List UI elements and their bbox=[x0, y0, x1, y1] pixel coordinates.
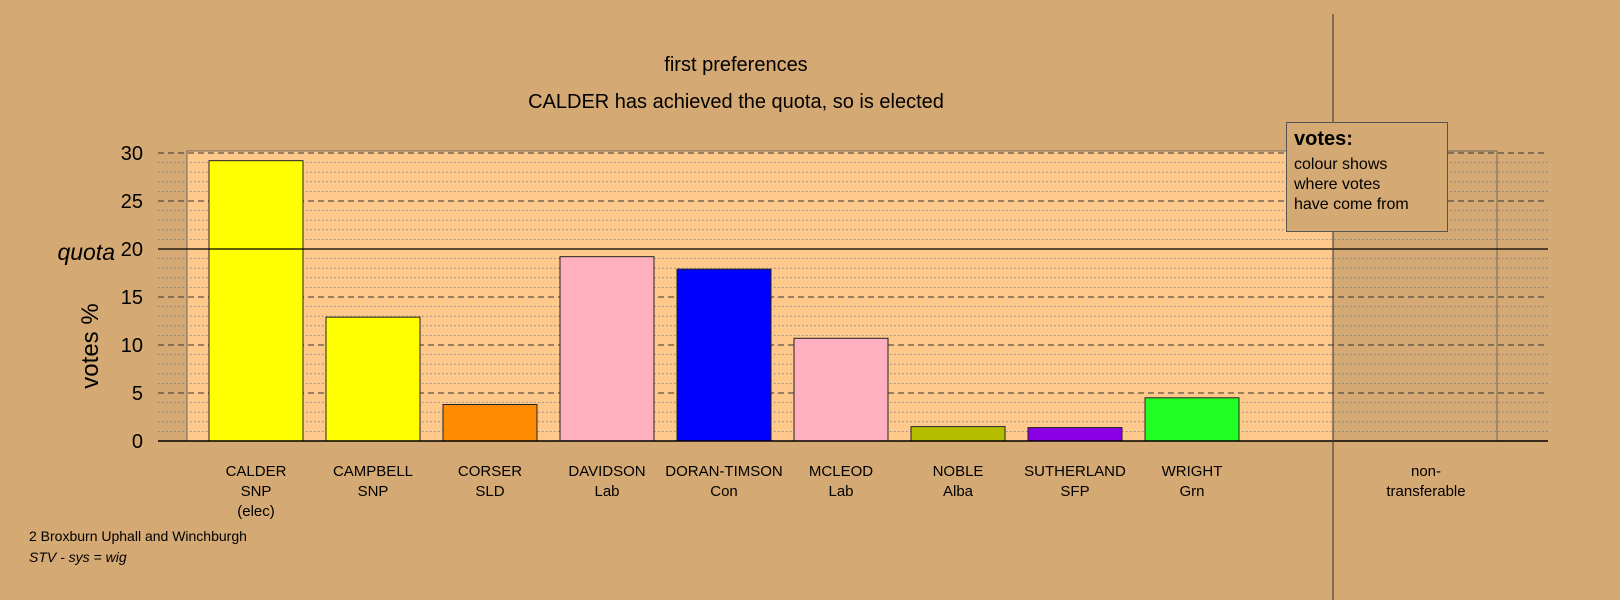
bar-campbell bbox=[325, 316, 421, 442]
bar-wright bbox=[1144, 397, 1240, 442]
legend-title: votes: bbox=[1294, 128, 1353, 150]
y-tick-label: 20 bbox=[121, 239, 143, 261]
legend-line-2: where votes bbox=[1294, 176, 1381, 193]
candidate-party-label: Lab bbox=[828, 483, 853, 500]
bar-calder bbox=[208, 160, 304, 442]
y-tick-label: 10 bbox=[121, 335, 143, 357]
chart-subtitle: CALDER has achieved the quota, so is ele… bbox=[528, 91, 944, 113]
candidate-name-label: CALDER bbox=[226, 463, 287, 480]
bar-mcleod bbox=[793, 337, 889, 442]
plot-area: 0 5 10 15 20 25 30 CALDER SNP (elec) CAMPBELL SNP CO… bbox=[121, 14, 1548, 600]
bar-sutherland bbox=[1027, 427, 1123, 442]
candidate-party-label: SFP bbox=[1060, 483, 1089, 500]
constituency-label: 2 Broxburn Uphall and Winchburgh bbox=[29, 528, 247, 544]
candidate-name-label: CORSER bbox=[458, 463, 522, 480]
y-axis-label: votes % bbox=[77, 303, 104, 388]
bar-davidson bbox=[559, 256, 655, 442]
candidate-party-label: Alba bbox=[943, 483, 974, 500]
legend: votes: colour shows where votes have com… bbox=[1286, 122, 1448, 232]
quota-label: quota bbox=[57, 239, 115, 265]
candidate-name-label: WRIGHT bbox=[1162, 463, 1223, 480]
nontransferable-label-2: transferable bbox=[1386, 483, 1465, 500]
candidate-party-label: SLD bbox=[475, 483, 504, 500]
y-tick-label: 0 bbox=[132, 431, 143, 453]
legend-line-3: have come from bbox=[1294, 196, 1409, 213]
y-tick-label: 25 bbox=[121, 191, 143, 213]
y-tick-label: 15 bbox=[121, 287, 143, 309]
candidate-name-label: NOBLE bbox=[933, 463, 984, 480]
candidate-name-label: SUTHERLAND bbox=[1024, 463, 1126, 480]
candidate-name-label: CAMPBELL bbox=[333, 463, 413, 480]
candidate-party-label: Lab bbox=[594, 483, 619, 500]
candidate-name-label: DORAN-TIMSON bbox=[665, 463, 783, 480]
candidate-party-label: Grn bbox=[1179, 483, 1204, 500]
candidate-party-label: SNP bbox=[241, 483, 272, 500]
candidate-name-label: MCLEOD bbox=[809, 463, 873, 480]
candidate-party-label: Con bbox=[710, 483, 738, 500]
chart-title: first preferences bbox=[664, 54, 807, 76]
y-tick-label: 5 bbox=[132, 383, 143, 405]
candidate-party-label: SNP bbox=[358, 483, 389, 500]
bar-corser bbox=[442, 404, 538, 442]
nontransferable-label-1: non- bbox=[1411, 463, 1441, 480]
system-label: STV - sys = wig bbox=[29, 549, 127, 565]
y-tick-label: 30 bbox=[121, 143, 143, 165]
bar-doran-timson bbox=[676, 268, 772, 442]
bar-noble bbox=[910, 426, 1006, 442]
candidate-name-label: DAVIDSON bbox=[568, 463, 645, 480]
legend-line-1: colour shows bbox=[1294, 156, 1388, 173]
candidate-status-label: (elec) bbox=[237, 503, 275, 520]
